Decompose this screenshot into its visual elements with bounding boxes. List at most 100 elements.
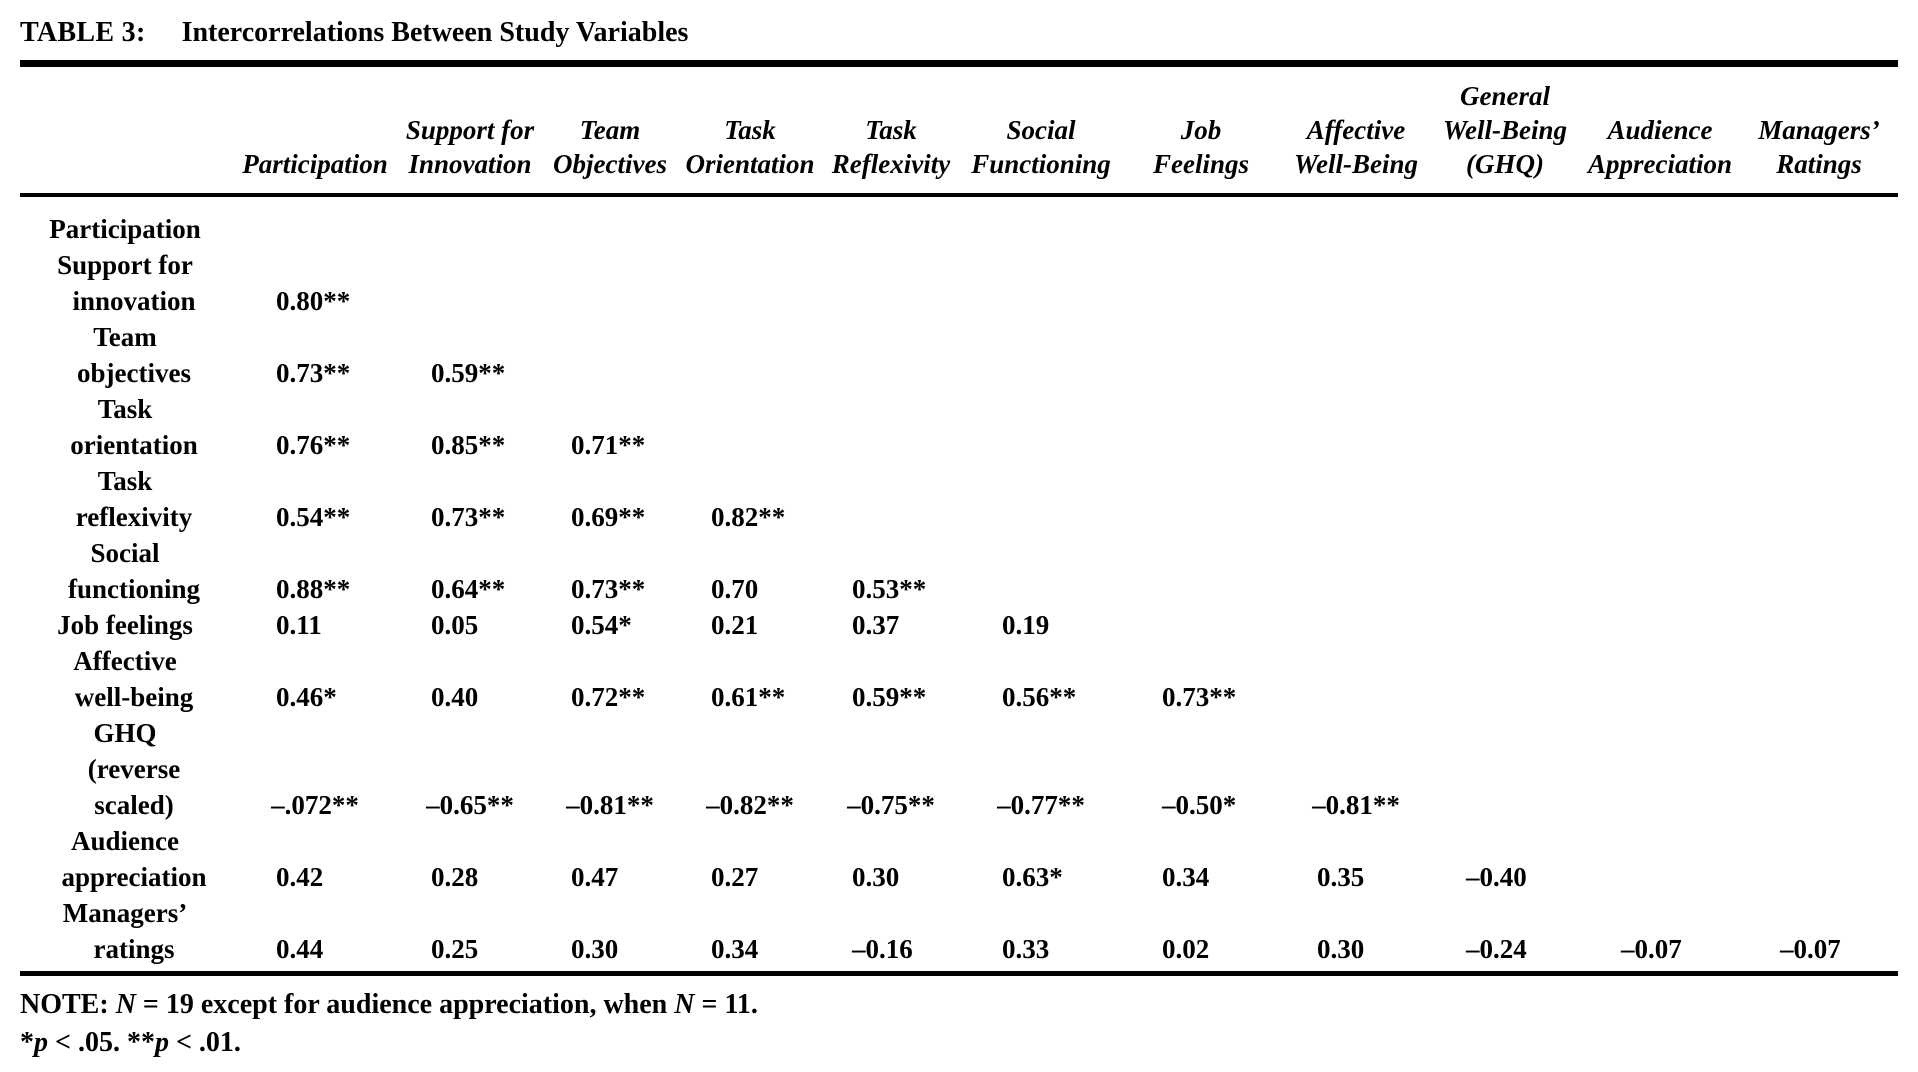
correlation-value: 0.82**: [711, 502, 786, 532]
correlation-cell: 0.47: [540, 823, 680, 895]
correlation-cell: –0.24: [1430, 895, 1580, 971]
correlation-cell: –0.75**: [820, 715, 962, 823]
correlation-cell: 0.82**: [680, 463, 820, 535]
table-row: Job feelings 0.11 0.05 0.54* 0.21 0.37 0.19: [20, 607, 1898, 643]
correlation-cell: [1740, 643, 1898, 715]
correlation-cell: [1740, 607, 1898, 643]
row-label-line: scaled): [94, 790, 174, 820]
correlation-cell: [1580, 247, 1740, 319]
correlation-cell: 0.61**: [680, 643, 820, 715]
correlation-cell: [400, 247, 540, 319]
row-label: Affective well-being: [20, 643, 230, 715]
note-text: *: [20, 1027, 34, 1058]
correlation-cell: 0.72**: [540, 643, 680, 715]
correlation-value: 0.30: [1317, 934, 1365, 964]
column-header: Support for Innovation: [400, 67, 540, 197]
row-label-line: Support for: [57, 250, 193, 280]
correlation-cell: [1120, 607, 1282, 643]
header-corner-cell: [20, 67, 230, 197]
correlation-cell: 0.02: [1120, 895, 1282, 971]
correlation-value: 0.53**: [852, 574, 927, 604]
column-header: Managers’ Ratings: [1740, 67, 1898, 197]
correlation-value: 0.28: [431, 862, 479, 892]
column-header-line: Appreciation: [1587, 149, 1732, 179]
p-symbol: p: [34, 1027, 48, 1058]
correlation-cell: –0.07: [1740, 895, 1898, 971]
row-label-line: Team: [93, 322, 157, 352]
correlation-cell: 0.46*: [230, 643, 400, 715]
sample-size-note: NOTE: N = 19 except for audience appreci…: [20, 986, 1898, 1024]
correlation-cell: –0.82**: [680, 715, 820, 823]
correlation-value: 0.33: [1002, 934, 1050, 964]
correlation-value: –0.24: [1466, 934, 1527, 964]
column-header-line: Audience: [1607, 115, 1713, 145]
correlation-value: 0.27: [711, 862, 759, 892]
table-row: Managers’ ratings 0.44 0.25 0.30 0.34 –0.16 0.3…: [20, 895, 1898, 971]
correlation-cell: 0.69**: [540, 463, 680, 535]
column-header-line: Objectives: [553, 149, 667, 179]
correlation-cell: [1580, 715, 1740, 823]
column-header: Task Orientation: [680, 67, 820, 197]
correlation-value: 0.54*: [571, 610, 632, 640]
correlation-value: 0.88**: [276, 574, 351, 604]
correlation-cell: –0.65**: [400, 715, 540, 823]
correlation-cell: [1430, 463, 1580, 535]
table-row: Affective well-being 0.46* 0.40 0.72** 0.61**…: [20, 643, 1898, 715]
table-caption: Intercorrelations Between Study Variable…: [181, 17, 689, 48]
correlation-value: 0.72**: [571, 682, 646, 712]
correlation-value: 0.34: [711, 934, 759, 964]
row-label: Task reflexivity: [20, 463, 230, 535]
correlation-cell: 0.54**: [230, 463, 400, 535]
correlation-cell: [820, 463, 962, 535]
table-title: TABLE 3: Intercorrelations Between Study …: [20, 12, 1898, 54]
correlation-cell: 0.73**: [230, 319, 400, 391]
correlation-cell: 0.34: [680, 895, 820, 971]
column-header: Affective Well-Being: [1282, 67, 1430, 197]
correlation-value: –0.40: [1466, 862, 1527, 892]
table-notes: NOTE: N = 19 except for audience appreci…: [20, 986, 1898, 1062]
correlation-value: 0.59**: [431, 358, 506, 388]
header-row: Participation Support for Innovation Team Ob…: [20, 67, 1898, 197]
column-header-line: Task: [724, 115, 776, 145]
table-row: Task orientation 0.76** 0.85** 0.71**: [20, 391, 1898, 463]
note-text: < .01.: [168, 1027, 241, 1058]
correlation-value: –.072**: [271, 790, 359, 820]
n-symbol: N: [115, 989, 136, 1020]
correlation-value: –0.81**: [566, 790, 654, 820]
table-row: Audience appreciation 0.42 0.28 0.47 0.27 0.30…: [20, 823, 1898, 895]
correlation-cell: [1430, 391, 1580, 463]
row-label-line: orientation: [70, 430, 198, 460]
column-header-line: Innovation: [408, 149, 532, 179]
correlation-cell: [230, 195, 400, 247]
correlation-value: 0.85**: [431, 430, 506, 460]
correlation-cell: –0.50*: [1120, 715, 1282, 823]
correlation-table: Participation Support for Innovation Team Ob…: [20, 67, 1898, 971]
correlation-cell: [1282, 535, 1430, 607]
correlation-cell: 0.63*: [962, 823, 1120, 895]
correlation-cell: 0.25: [400, 895, 540, 971]
correlation-cell: [962, 319, 1120, 391]
row-label-line: ratings: [93, 934, 175, 964]
column-header-line: Functioning: [971, 149, 1111, 179]
correlation-cell: 0.40: [400, 643, 540, 715]
correlation-value: –0.77**: [997, 790, 1085, 820]
correlation-cell: [1740, 715, 1898, 823]
correlation-value: 0.40: [431, 682, 479, 712]
row-label: Participation: [20, 195, 230, 247]
correlation-cell: 0.85**: [400, 391, 540, 463]
table-row: Team objectives 0.73** 0.59**: [20, 319, 1898, 391]
row-label: Social functioning: [20, 535, 230, 607]
correlation-value: 0.73**: [431, 502, 506, 532]
row-label: Managers’ ratings: [20, 895, 230, 971]
correlation-value: 0.69**: [571, 502, 646, 532]
correlation-value: 0.80**: [276, 286, 351, 316]
row-label: GHQ (reverse scaled): [20, 715, 230, 823]
correlation-cell: 0.73**: [540, 535, 680, 607]
column-header-line: Feelings: [1152, 149, 1249, 179]
column-header-line: Well-Being: [1294, 149, 1418, 179]
correlation-value: 0.21: [711, 610, 759, 640]
correlation-cell: 0.56**: [962, 643, 1120, 715]
correlation-cell: [1282, 643, 1430, 715]
correlation-cell: –.072**: [230, 715, 400, 823]
